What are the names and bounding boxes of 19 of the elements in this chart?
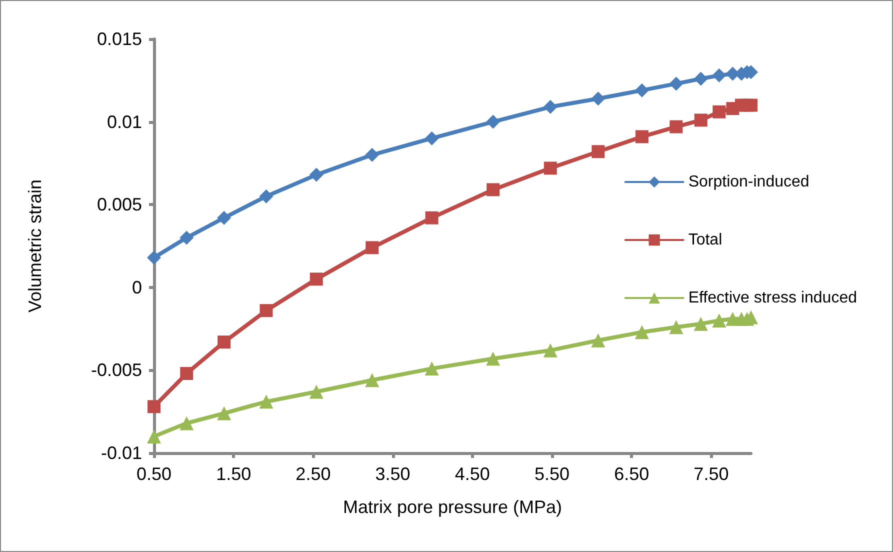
x-tick-label: 5.50	[534, 464, 570, 484]
y-tick-label: 0.015	[96, 29, 142, 49]
y-tick-label: -0.01	[100, 443, 142, 463]
y-axis-title: Volumetric strain	[25, 179, 45, 313]
legend-label: Effective stress induced	[688, 290, 858, 306]
y-tick-label: 0.01	[106, 112, 142, 132]
legend-label: Total	[688, 232, 722, 248]
x-tick-label: 4.50	[454, 464, 490, 484]
x-tick-label: 1.50	[216, 464, 252, 484]
x-tick-label: 3.50	[375, 464, 410, 484]
x-tick-label: 6.50	[614, 464, 650, 484]
legend-label: Sorption-induced	[688, 174, 810, 190]
x-axis-title: Matrix pore pressure (MPa)	[342, 497, 562, 517]
x-tick-label: 2.50	[296, 464, 331, 484]
x-tick-label: 0.50	[136, 464, 172, 484]
y-tick-label: -0.005	[90, 360, 142, 380]
y-tick-label: 0	[132, 277, 142, 298]
y-tick-label: 0.005	[96, 194, 142, 215]
x-tick-label: 7.50	[694, 464, 729, 484]
